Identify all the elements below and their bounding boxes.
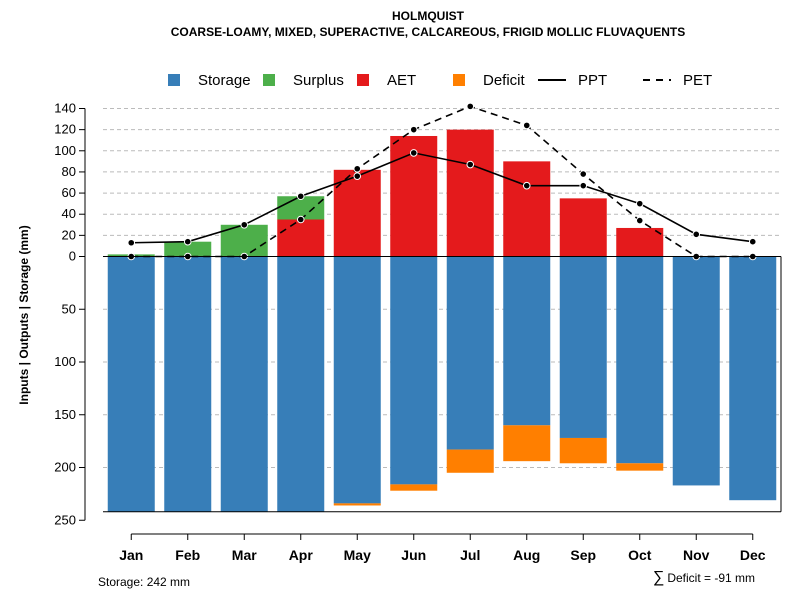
y-tick-label-lower-250: 250 <box>54 512 76 527</box>
storage-bar-feb <box>164 256 212 512</box>
ppt-point-nov <box>692 230 701 239</box>
y-tick-label-upper-20: 20 <box>62 227 76 242</box>
deficit-bar-may <box>333 503 381 506</box>
legend-swatch-storage <box>168 74 180 86</box>
chart-title: HOLMQUIST <box>392 9 465 23</box>
legend-label-storage: Storage <box>198 72 251 89</box>
legend-label-ppt: PPT <box>578 72 607 89</box>
y-tick-label-upper-40: 40 <box>62 206 76 221</box>
y-tick-label-upper-120: 120 <box>54 122 76 137</box>
x-tick-label-mar: Mar <box>232 547 257 563</box>
ppt-point-jun <box>409 149 418 157</box>
ppt-point-mar <box>240 220 249 229</box>
pet-point-apr <box>296 215 305 224</box>
aet-bar-aug <box>503 161 551 257</box>
deficit-bar-sep <box>559 437 607 464</box>
axes: 0 20 40 60 80 100 120 140 50 100 150 200 250 Jan Feb Ma… <box>54 101 782 563</box>
ppt-line <box>131 152 753 244</box>
deficit-bar-oct <box>616 463 664 471</box>
grid-lines <box>103 108 781 468</box>
storage-bar-apr <box>277 256 325 512</box>
x-tick-label-feb: Feb <box>175 547 200 563</box>
sum-symbol: ∑ <box>653 569 664 586</box>
pet-point-may <box>353 164 362 173</box>
ppt-point-jul <box>466 160 475 169</box>
storage-bar-may <box>333 256 381 504</box>
y-tick-label-lower-100: 100 <box>54 354 76 369</box>
y-tick-label-upper-80: 80 <box>62 164 76 179</box>
aet-bar-sep <box>559 198 607 257</box>
deficit-bar-jul <box>446 449 494 473</box>
y-tick-label-upper-140: 140 <box>54 101 76 116</box>
x-tick-label-jun: Jun <box>401 547 426 563</box>
deficit-sum-text: Deficit = -91 mm <box>667 571 755 585</box>
aet-bar-may <box>333 169 381 257</box>
x-tick-label-may: May <box>344 547 371 563</box>
pet-point-oct <box>635 216 644 225</box>
ppt-point-may <box>353 172 362 180</box>
x-tick-label-oct: Oct <box>628 547 652 563</box>
aet-bar-jul <box>446 129 494 257</box>
storage-bar-aug <box>503 256 551 426</box>
x-tick-label-aug: Aug <box>513 547 540 563</box>
legend-swatch-aet <box>357 74 369 86</box>
storage-bar-jan <box>107 256 155 512</box>
pet-line <box>131 105 753 258</box>
aet-bar-apr <box>277 219 325 257</box>
x-tick-label-dec: Dec <box>740 547 766 563</box>
ppt-point-jan <box>127 238 136 247</box>
pet-point-jun <box>409 125 418 134</box>
y-tick-label-upper-100: 100 <box>54 143 76 158</box>
x-tick-label-jul: Jul <box>460 547 480 563</box>
storage-bar-dec <box>729 256 777 501</box>
deficit-bar-aug <box>503 425 551 462</box>
storage-bar-oct <box>616 256 664 464</box>
deficit-bar-jun <box>390 484 438 491</box>
pet-point-sep <box>579 170 588 178</box>
storage-bar-jun <box>390 256 438 485</box>
aet-bar-oct <box>616 227 664 257</box>
deficit-sum-note: ∑ Deficit = -91 mm <box>653 569 755 586</box>
y-tick-label-upper-60: 60 <box>62 185 76 200</box>
legend-swatch-deficit <box>453 74 465 86</box>
ppt-point-apr <box>296 192 305 201</box>
x-tick-label-sep: Sep <box>570 547 596 563</box>
legend-label-aet: AET <box>387 72 416 89</box>
ppt-point-oct <box>635 199 644 208</box>
storage-bar-mar <box>220 256 268 512</box>
surplus-bar-feb <box>164 241 212 257</box>
x-tick-label-jan: Jan <box>119 547 143 563</box>
ppt-point-feb <box>183 237 192 246</box>
legend: Storage Surplus AET Deficit PPT PET <box>168 72 712 89</box>
bars <box>107 129 777 512</box>
chart-subtitle: COARSE-LOAMY, MIXED, SUPERACTIVE, CALCAR… <box>171 25 685 39</box>
pet-point-jul <box>466 102 475 111</box>
y-tick-label-lower-50: 50 <box>62 301 76 316</box>
y-axis-label: Inputs | Outputs | Storage (mm) <box>17 225 31 404</box>
legend-label-pet: PET <box>683 72 712 89</box>
ppt-point-aug <box>522 181 531 190</box>
storage-note: Storage: 242 mm <box>98 575 190 589</box>
legend-label-deficit: Deficit <box>483 72 526 89</box>
x-tick-label-nov: Nov <box>683 547 710 563</box>
y-tick-label-upper-0: 0 <box>69 249 76 264</box>
legend-label-surplus: Surplus <box>293 72 344 89</box>
x-tick-label-apr: Apr <box>289 547 314 563</box>
storage-bar-sep <box>559 256 607 438</box>
ppt-point-dec <box>748 237 757 246</box>
y-tick-label-lower-200: 200 <box>54 460 76 475</box>
y-tick-label-lower-150: 150 <box>54 407 76 422</box>
storage-bar-jul <box>446 256 494 450</box>
storage-bar-nov <box>672 256 720 486</box>
ppt-point-sep <box>579 181 588 190</box>
pet-point-aug <box>522 121 531 130</box>
legend-swatch-surplus <box>263 74 275 86</box>
